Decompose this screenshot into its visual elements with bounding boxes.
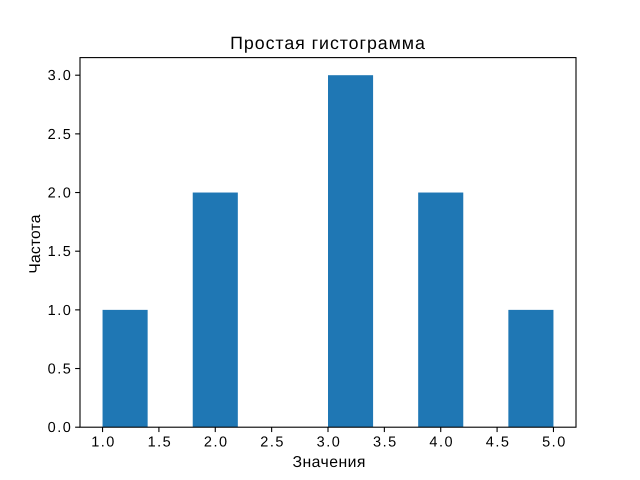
svg-text:0.0: 0.0 bbox=[48, 420, 73, 436]
svg-text:4.5: 4.5 bbox=[486, 435, 511, 451]
svg-text:1.5: 1.5 bbox=[148, 435, 173, 451]
svg-text:Частота: Частота bbox=[27, 214, 44, 273]
svg-text:3.0: 3.0 bbox=[48, 68, 73, 84]
svg-text:2.0: 2.0 bbox=[48, 186, 73, 202]
svg-text:1.0: 1.0 bbox=[91, 435, 116, 451]
svg-text:Простая гистограмма: Простая гистограмма bbox=[230, 33, 426, 53]
svg-text:2.5: 2.5 bbox=[48, 127, 73, 143]
svg-text:2.5: 2.5 bbox=[260, 435, 285, 451]
svg-text:4.0: 4.0 bbox=[429, 435, 454, 451]
svg-text:1.5: 1.5 bbox=[48, 244, 73, 260]
svg-text:5.0: 5.0 bbox=[542, 435, 567, 451]
svg-text:3.0: 3.0 bbox=[317, 435, 342, 451]
svg-text:Значения: Значения bbox=[292, 454, 365, 471]
svg-text:3.5: 3.5 bbox=[373, 435, 398, 451]
svg-text:0.5: 0.5 bbox=[48, 362, 73, 378]
svg-text:1.0: 1.0 bbox=[48, 303, 73, 319]
svg-text:2.0: 2.0 bbox=[204, 435, 229, 451]
